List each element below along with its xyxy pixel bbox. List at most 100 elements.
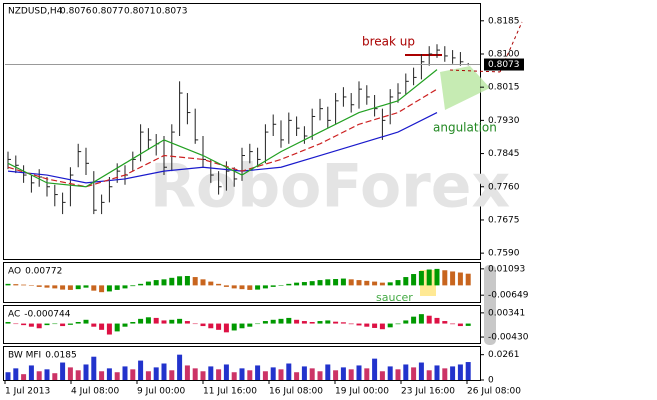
- histogram-bar: [83, 364, 89, 380]
- histogram-bar: [403, 277, 409, 286]
- histogram-bar: [465, 362, 471, 380]
- histogram-bar: [130, 369, 136, 380]
- histogram-bar: [364, 368, 370, 380]
- last-price-box: [484, 58, 524, 71]
- histogram-bar: [153, 280, 159, 286]
- histogram-bar: [309, 281, 315, 286]
- histogram-bar: [5, 372, 11, 380]
- histogram-bar: [60, 285, 66, 290]
- y-tick-label: 0.7930: [488, 116, 520, 126]
- histogram-bar: [239, 368, 245, 380]
- x-tick-label: 9 Jul 00:00: [137, 387, 186, 397]
- histogram-bar: [169, 319, 175, 324]
- highlight-box: [484, 265, 496, 345]
- y-tick-label: 0.0261: [488, 350, 520, 360]
- histogram-bar: [356, 365, 362, 380]
- histogram-bar: [223, 285, 229, 287]
- y-tick-label: 0.8015: [488, 83, 520, 93]
- histogram-bar: [270, 285, 276, 287]
- histogram-bar: [161, 279, 167, 286]
- histogram-bar: [262, 321, 268, 324]
- histogram-bar: [270, 367, 276, 380]
- projection-line: [449, 69, 501, 73]
- histogram-bar: [450, 271, 456, 286]
- histogram-bar: [387, 366, 393, 380]
- histogram-bar: [434, 365, 440, 380]
- histogram-bar: [145, 371, 151, 380]
- histogram-bar: [28, 365, 34, 380]
- histogram-bar: [145, 281, 151, 286]
- y-tick-label: 0.7590: [488, 249, 520, 259]
- histogram-bar: [44, 369, 50, 380]
- histogram-bar: [317, 371, 323, 380]
- annotation: saucer: [376, 291, 413, 304]
- histogram-bar: [325, 279, 331, 286]
- histogram-bar: [239, 323, 245, 329]
- histogram-bar: [13, 323, 19, 325]
- histogram-bar: [99, 371, 105, 380]
- header-close: 0.8073: [156, 7, 188, 17]
- histogram-bar: [106, 285, 112, 292]
- indicator-title: AC: [8, 310, 20, 320]
- histogram-bar: [122, 366, 128, 380]
- histogram-bar: [114, 285, 120, 290]
- histogram-bar: [114, 323, 120, 332]
- histogram-bar: [239, 285, 245, 290]
- histogram-bar: [13, 284, 19, 286]
- histogram-bar: [75, 321, 81, 324]
- header-open: 0.8076: [60, 7, 92, 17]
- x-tick-label: 4 Jul 08:00: [71, 387, 120, 397]
- angulation-wedge: [440, 66, 490, 110]
- histogram-bar: [325, 364, 331, 380]
- histogram-bar: [317, 280, 323, 286]
- histogram-bar: [325, 320, 331, 324]
- histogram-bar: [457, 323, 463, 327]
- indicator-value: -0.000744: [24, 310, 70, 320]
- histogram-bar: [169, 277, 175, 286]
- histogram-bar: [114, 372, 120, 380]
- histogram-bar: [130, 321, 136, 324]
- histogram-bar: [60, 323, 66, 327]
- histogram-bar: [216, 369, 222, 380]
- y-tick-label: 0.00341: [488, 308, 525, 318]
- histogram-bar: [395, 369, 401, 380]
- histogram-bar: [434, 268, 440, 286]
- histogram-bar: [52, 323, 58, 325]
- histogram-bar: [130, 285, 136, 287]
- histogram-bar: [356, 280, 362, 286]
- histogram-bar: [395, 280, 401, 286]
- histogram-bar: [13, 368, 19, 380]
- histogram-bar: [231, 372, 237, 380]
- histogram-bar: [223, 323, 229, 333]
- histogram-bar: [60, 362, 66, 380]
- histogram-bar: [28, 323, 34, 327]
- histogram-bar: [106, 368, 112, 380]
- histogram-bar: [309, 368, 315, 380]
- histogram-bar: [255, 323, 261, 325]
- histogram-bar: [21, 284, 27, 286]
- symbol-title: NZDUSD,H4: [8, 7, 63, 17]
- histogram-bar: [67, 367, 73, 380]
- ao-panel: [3, 262, 481, 303]
- histogram-bar: [333, 321, 339, 324]
- histogram-bar: [379, 282, 385, 286]
- histogram-bar: [294, 282, 300, 286]
- ma-line: [7, 88, 438, 188]
- histogram-bar: [36, 323, 42, 329]
- histogram-bar: [223, 364, 229, 380]
- histogram-bar: [278, 369, 284, 380]
- y-tick-label: 0.7845: [488, 149, 520, 159]
- histogram-bar: [247, 323, 253, 327]
- histogram-bar: [138, 360, 144, 380]
- x-tick-label: 1 Jul 2013: [5, 387, 50, 397]
- indicator-value: 0.00772: [25, 267, 62, 277]
- histogram-bar: [177, 318, 183, 324]
- price-panel: [3, 3, 481, 260]
- x-tick-label: 23 Jul 16:00: [401, 387, 455, 397]
- indicator-title: AO: [8, 267, 21, 277]
- histogram-bar: [457, 364, 463, 380]
- histogram-bar: [106, 323, 112, 335]
- y-tick-label: -0.00649: [488, 291, 529, 301]
- y-tick-label: 0.8100: [488, 49, 520, 59]
- histogram-bar: [450, 323, 456, 325]
